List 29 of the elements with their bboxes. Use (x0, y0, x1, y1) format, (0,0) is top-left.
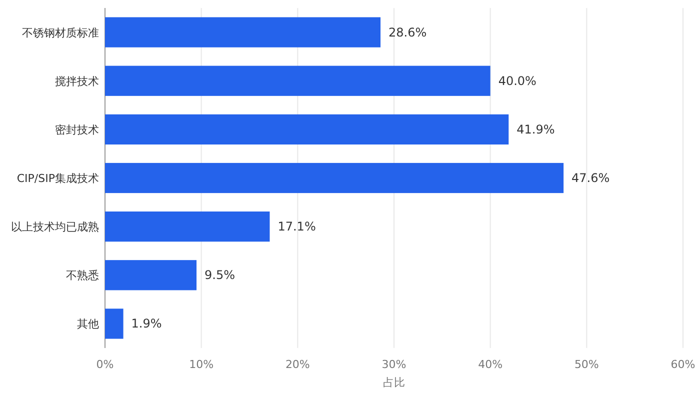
x-tick-label: 60% (670, 358, 696, 371)
x-axis-title: 占比 (383, 376, 405, 389)
data-label: 1.9% (131, 316, 162, 331)
bar (105, 114, 509, 144)
bar (105, 66, 490, 96)
data-label: 41.9% (516, 122, 555, 136)
x-tick-label: 40% (478, 358, 503, 371)
x-tick-label: 20% (285, 358, 310, 371)
y-tick-label: 不熟悉 (66, 269, 99, 282)
data-label: 47.6% (572, 171, 610, 185)
x-tick-label: 30% (382, 358, 406, 371)
bar (105, 212, 270, 242)
data-label: 40.0% (498, 74, 536, 88)
data-label: 28.6% (388, 25, 427, 40)
y-tick-label: 以上技术均已成熟 (11, 220, 99, 234)
y-tick-label: 不锈钢材质标准 (22, 26, 99, 40)
data-label: 9.5% (204, 268, 236, 282)
bar (105, 260, 197, 290)
data-label: 17.1% (278, 220, 316, 234)
bar (105, 308, 124, 339)
bar (105, 17, 381, 48)
x-tick-label: 0% (96, 358, 114, 371)
bar (105, 162, 564, 194)
y-tick-label: 搅拌技术 (55, 74, 99, 88)
y-tick-label: 其他 (77, 318, 99, 331)
y-tick-label: 密封技术 (55, 123, 99, 136)
x-tick-label: 50% (574, 358, 599, 371)
y-tick-label: CIP/SIP集成技术 (16, 172, 99, 185)
x-tick-label: 10% (189, 358, 214, 371)
